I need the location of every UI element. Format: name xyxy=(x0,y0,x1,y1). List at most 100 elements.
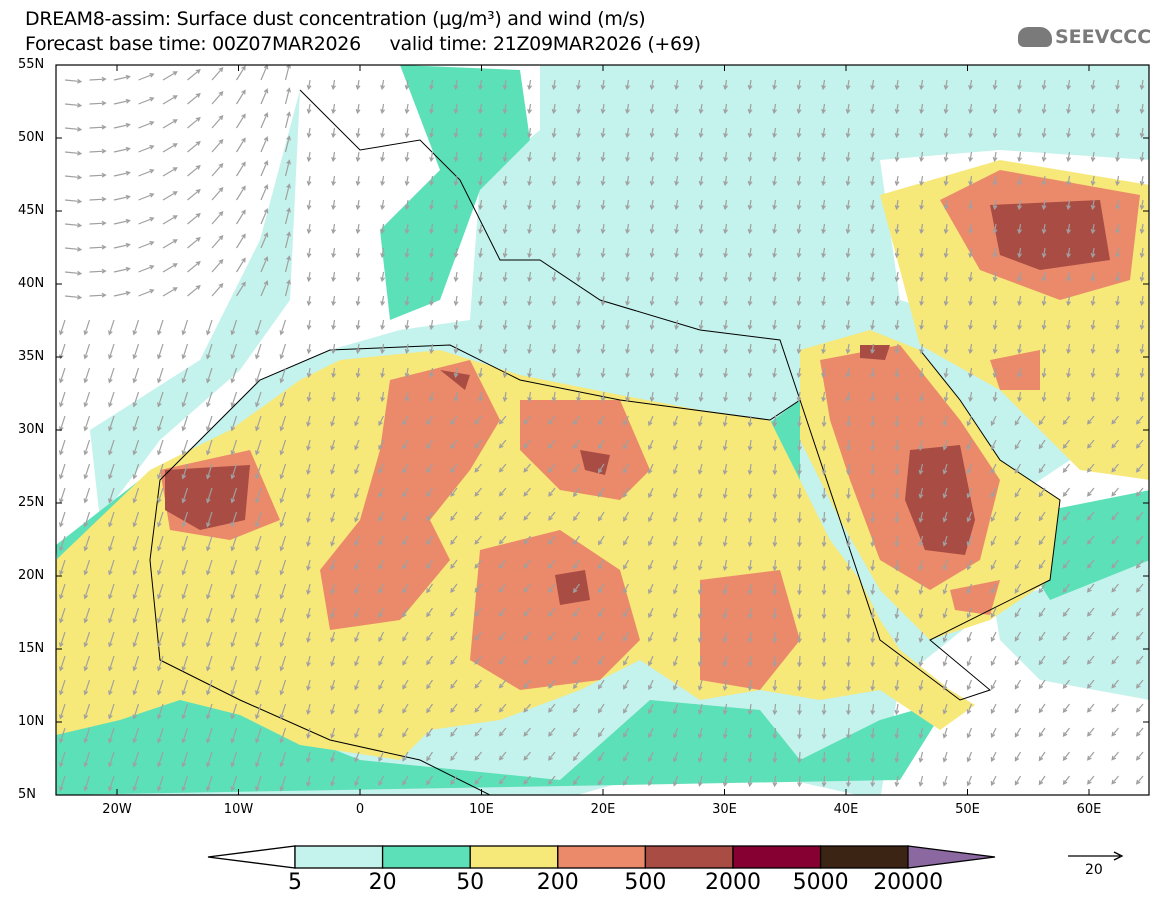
wind-arrow xyxy=(600,79,606,91)
wind-arrow xyxy=(230,535,238,552)
wind-arrow xyxy=(870,295,876,307)
wind-arrow xyxy=(1017,367,1023,379)
wind-arrow xyxy=(572,679,580,690)
wind-arrow xyxy=(1066,103,1072,115)
wind-arrow xyxy=(354,535,360,547)
wind-arrow xyxy=(648,631,654,643)
wind-arrow xyxy=(1062,775,1070,785)
wind-arrow xyxy=(723,247,729,259)
wind-arrow xyxy=(523,775,531,785)
wind-arrow xyxy=(672,487,679,499)
wind-arrow xyxy=(378,727,385,739)
wind-arrow xyxy=(846,463,851,476)
wind-arrow xyxy=(772,559,778,572)
wind-arrow xyxy=(548,751,556,761)
wind-arrow xyxy=(83,511,91,528)
wind-arrow xyxy=(796,151,802,163)
wind-arrow xyxy=(306,727,311,739)
wind-arrow xyxy=(723,295,729,307)
wind-arrow xyxy=(380,343,386,355)
wind-arrow xyxy=(821,343,827,355)
wind-arrow xyxy=(59,391,66,408)
wind-arrow xyxy=(354,703,360,715)
wind-arrow xyxy=(523,607,531,617)
wind-arrow xyxy=(380,295,386,307)
wind-arrow xyxy=(943,295,949,307)
wind-arrow xyxy=(450,583,458,594)
wind-arrow xyxy=(649,343,655,355)
wind-arrow xyxy=(138,217,155,225)
wind-arrow xyxy=(1017,271,1023,283)
wind-arrow xyxy=(108,583,115,600)
wind-arrow xyxy=(498,415,507,425)
wind-arrow xyxy=(894,487,900,500)
wind-arrow xyxy=(1062,511,1070,521)
wind-arrow xyxy=(548,607,556,617)
wind-arrow xyxy=(623,727,630,738)
wind-arrow xyxy=(821,607,827,620)
wind-arrow xyxy=(821,175,827,187)
wind-arrow xyxy=(821,463,827,476)
wind-arrow xyxy=(255,319,262,336)
wind-arrow xyxy=(1066,127,1072,139)
wind-arrow xyxy=(723,199,729,211)
wind-arrow xyxy=(625,223,631,235)
wind-arrow xyxy=(108,367,115,384)
wind-arrow xyxy=(942,583,948,595)
wind-arrow xyxy=(572,631,580,642)
dust-level-4-region xyxy=(160,170,1140,690)
wind-arrow xyxy=(402,631,409,642)
wind-arrow xyxy=(306,703,311,715)
wind-arrow xyxy=(429,391,435,403)
wind-arrow xyxy=(108,511,115,528)
wind-arrow xyxy=(672,535,679,547)
wind-arrow xyxy=(1017,199,1023,211)
wind-arrow xyxy=(821,559,827,572)
wind-arrow xyxy=(747,655,753,668)
wind-arrow xyxy=(83,439,91,456)
wind-arrow xyxy=(894,511,900,524)
wind-arrow xyxy=(83,463,91,480)
wind-arrow xyxy=(1014,607,1022,618)
wind-arrow xyxy=(157,679,164,696)
wind-arrow xyxy=(674,319,680,331)
wind-arrow xyxy=(1062,655,1070,665)
wind-arrow xyxy=(870,103,876,115)
wind-arrow xyxy=(1041,79,1047,91)
wind-arrow xyxy=(722,487,728,500)
wind-arrow xyxy=(230,703,238,720)
wind-arrow xyxy=(1111,559,1119,569)
wind-arrow xyxy=(648,775,654,787)
wind-arrow xyxy=(821,79,827,91)
wind-arrow xyxy=(1038,703,1046,714)
wind-arrow xyxy=(108,463,115,480)
wind-arrow xyxy=(380,175,386,187)
wind-arrow xyxy=(59,727,66,744)
wind-arrow xyxy=(894,775,900,788)
wind-arrow xyxy=(59,679,66,696)
wind-arrow xyxy=(1041,295,1047,307)
wind-arrow xyxy=(722,583,728,596)
wind-arrow xyxy=(966,751,973,763)
wind-arrow xyxy=(845,223,851,235)
wind-arrow xyxy=(523,583,531,593)
wind-arrow xyxy=(187,260,201,273)
wind-arrow xyxy=(157,367,164,384)
wind-arrow xyxy=(821,391,827,403)
wind-arrow xyxy=(698,391,704,403)
wind-arrow xyxy=(968,127,974,139)
wind-arrow xyxy=(59,535,66,552)
wind-arrow xyxy=(426,631,433,642)
wind-arrow xyxy=(697,439,703,451)
wind-arrow xyxy=(551,223,557,235)
wind-arrow xyxy=(576,295,582,307)
wind-arrow xyxy=(260,136,269,153)
wind-arrow xyxy=(230,439,238,456)
wind-arrow xyxy=(697,631,703,643)
wind-arrow xyxy=(478,175,484,187)
wind-arrow xyxy=(235,113,246,129)
wind-arrow xyxy=(1135,559,1144,569)
wind-arrow xyxy=(968,79,974,91)
wind-arrow xyxy=(1066,151,1072,163)
